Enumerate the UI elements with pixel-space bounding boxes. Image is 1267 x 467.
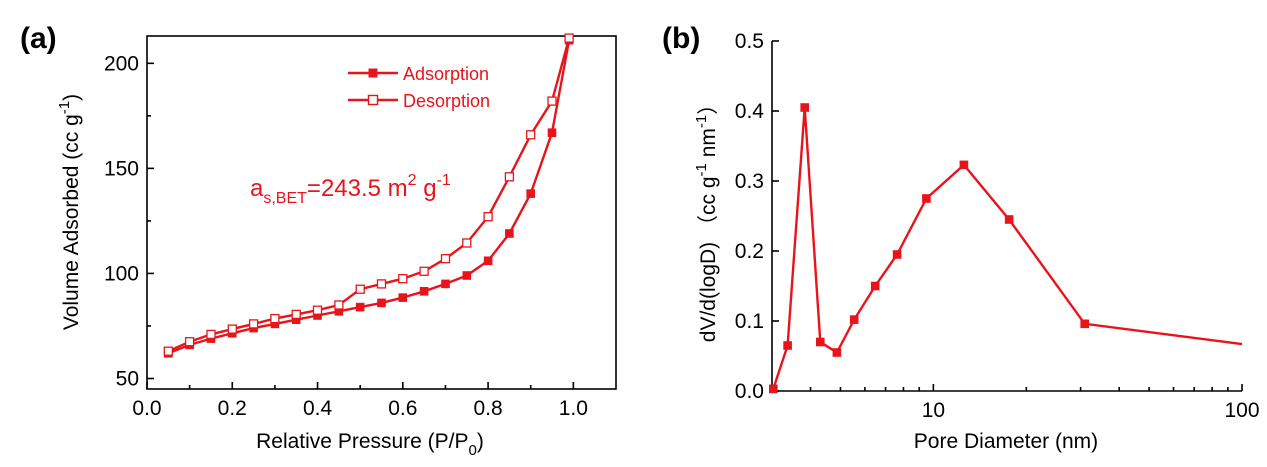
panel-a-adsorption-point xyxy=(483,256,493,266)
panel-b-pore-size-distribution: (b) 10 100 0.0 0.1 0.2 0.3 0.4 0.5 Pore Diamet… xyxy=(662,22,1260,453)
panel-a-x-tick-label: 1.0 xyxy=(559,397,588,420)
panel-b-series-line xyxy=(772,107,1243,390)
legend-item-desorption: Desorption xyxy=(348,91,490,111)
panel-b-data-point xyxy=(832,348,842,357)
panel-a-x-tick-label: 0.6 xyxy=(388,397,417,420)
panel-a-desorption-point xyxy=(504,172,515,182)
panel-b-data-point xyxy=(959,160,969,170)
panel-a-adsorption-point xyxy=(505,229,514,238)
panel-b-y-axis-title: dV/d(logD) （cc g-1 nm-1） xyxy=(693,94,720,342)
panel-a-x-tick-label: 0.2 xyxy=(218,397,247,420)
panel-b-x-ticks: 10 100 xyxy=(809,384,1260,422)
panel-b-data-point xyxy=(1080,319,1089,329)
panel-a-desorption-point xyxy=(355,284,365,294)
panel-a-desorption-point xyxy=(419,266,429,276)
panel-a-bet-annotation: as,BET=243.5 m2 g-1 xyxy=(250,172,451,207)
legend-desorption-label: Desorption xyxy=(403,91,490,111)
panel-a-desorption-point xyxy=(227,324,237,334)
panel-b-y-tick-label: 0.4 xyxy=(735,100,765,123)
panel-a-x-tick-label: 0.4 xyxy=(303,397,333,420)
panel-a-adsorption-point xyxy=(547,128,557,137)
panel-a-y-ticks: 50 100 150 200 xyxy=(104,52,154,390)
panel-a-desorption-point xyxy=(334,300,344,310)
panel-b-y-ticks: 0.0 0.1 0.2 0.3 0.4 0.5 xyxy=(735,30,779,403)
panel-a-adsorption-point xyxy=(398,293,408,302)
panel-a-desorption-point xyxy=(483,212,493,222)
panel-a-label: (a) xyxy=(20,22,57,55)
panel-a-y-tick-label: 100 xyxy=(104,262,139,285)
panel-b-data-point xyxy=(1004,215,1014,224)
panel-b-x-tick-label: 10 xyxy=(922,399,945,422)
panel-b-y-tick-label: 0.0 xyxy=(735,380,764,403)
panel-b-data-point xyxy=(870,281,880,291)
panel-b-data-point xyxy=(783,341,792,350)
legend-desorption-marker xyxy=(367,94,379,106)
panel-a-adsorption-point xyxy=(377,298,386,308)
panel-a-desorption-point xyxy=(291,309,301,320)
panel-a-series xyxy=(163,33,574,358)
panel-b-y-tick-label: 0.1 xyxy=(735,310,764,333)
panel-b-data-point xyxy=(768,384,778,394)
panel-b-x-tick-label: 100 xyxy=(1224,399,1259,422)
panel-a-y-tick-label: 150 xyxy=(104,157,139,180)
panel-a-desorption-point xyxy=(376,279,387,289)
panel-a-desorption-point xyxy=(440,254,451,264)
legend-adsorption-label: Adsorption xyxy=(403,64,489,84)
panel-a-desorption-point xyxy=(206,329,216,340)
panel-b-y-tick-label: 0.3 xyxy=(735,170,764,193)
panel-a-x-axis-title: Relative Pressure (P/P0) xyxy=(256,430,484,459)
panel-a-adsorption-point xyxy=(462,271,472,280)
panel-a-desorption-point xyxy=(547,96,557,106)
panel-a-adsorption-point xyxy=(441,279,450,289)
panel-a-desorption-point xyxy=(398,274,408,284)
panel-a-desorption-point xyxy=(312,305,323,315)
panel-a-desorption-point xyxy=(270,313,280,324)
panel-b-data-point xyxy=(849,315,859,324)
panel-a-desorption-point xyxy=(462,238,472,248)
panel-a-y-tick-label: 50 xyxy=(116,367,139,390)
panel-b-data-point xyxy=(815,337,825,347)
panel-a-x-tick-label: 0.8 xyxy=(473,397,502,420)
panel-a-adsorption-point xyxy=(355,302,365,312)
panel-b-data-point xyxy=(800,103,810,112)
panel-a-isotherm: (a) 0.0 0.2 0.4 0.6 0.8 1.0 50 100 150 200 Relat… xyxy=(20,22,617,459)
panel-a-x-ticks: 0.0 0.2 0.4 0.6 0.8 1.0 xyxy=(132,382,588,420)
panel-a-desorption-point xyxy=(526,130,536,140)
panel-a-legend: Adsorption Desorption xyxy=(348,64,490,111)
panel-a-adsorption-point xyxy=(526,189,536,198)
panel-b-series xyxy=(768,103,1243,394)
panel-a-desorption-point xyxy=(184,337,195,347)
panel-a-adsorption-point xyxy=(419,286,429,296)
panel-b-y-tick-label: 0.2 xyxy=(735,240,764,263)
panel-a-x-tick-label: 0.0 xyxy=(132,397,161,420)
panel-a-desorption-point xyxy=(163,346,173,356)
legend-adsorption-marker xyxy=(368,68,378,78)
panel-b-x-axis-title: Pore Diameter (nm) xyxy=(914,430,1098,453)
panel-b-label: (b) xyxy=(662,22,700,55)
panel-a-desorption-point xyxy=(564,33,574,43)
panel-b-data-point xyxy=(922,194,931,203)
panel-a-plot-frame xyxy=(146,35,617,390)
panel-b-y-tick-label: 0.5 xyxy=(735,30,764,53)
legend-item-adsorption: Adsorption xyxy=(348,64,489,84)
panel-a-desorption-point xyxy=(248,319,259,329)
panel-a-y-tick-label: 200 xyxy=(104,52,139,75)
panel-a-y-axis-title: Volume Adsorbed (cc g-1) xyxy=(56,94,83,330)
panel-b-data-point xyxy=(892,250,902,259)
